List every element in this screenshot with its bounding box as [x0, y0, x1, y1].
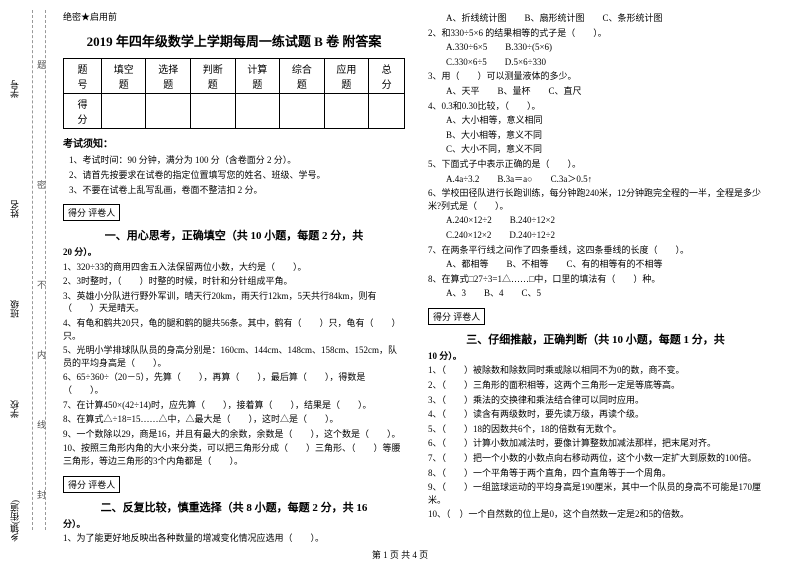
cell [235, 94, 280, 129]
q3-7: 7、（ ）把一个小数的小数点向右移动两位，这个小数一定扩大到原数的100倍。 [428, 452, 763, 465]
section3-title: 三、仔细推敲，正确判断（共 10 小题，每题 1 分，共 [428, 331, 763, 347]
notice-1: 1、考试时间：90 分钟，满分为 100 分（含卷面分 2 分）。 [69, 153, 405, 166]
cell [146, 94, 191, 129]
scorer-box-1: 得分 评卷人 [63, 204, 120, 221]
notice-3: 3、不要在试卷上乱写乱画，卷面不整洁扣 2 分。 [69, 183, 405, 196]
exam-title: 2019 年四年级数学上学期每周一练试题 B 卷 附答案 [63, 31, 405, 50]
col-fill: 填空题 [101, 59, 146, 94]
col-app: 应用题 [324, 59, 369, 94]
seal-mark-4: 密 [35, 180, 48, 189]
q2-8: 8、在算式□27÷3=1△……□中，口里的填法有（ ）种。 [428, 273, 763, 286]
q2-6b: C.240×12×2 D.240÷12÷2 [428, 229, 763, 242]
col-judge: 判断题 [191, 59, 236, 94]
q2-4a: A、大小相等，意义相同 [428, 114, 763, 127]
q1-6: 6、65÷360÷（20－5），先算（ ），再算（ ），最后算（ ），得数是（ … [63, 371, 405, 396]
q1-3: 3、英雄小分队进行野外军训，晴天行20km，雨天行12km，5天共行84km，则… [63, 290, 405, 315]
section1-tail: 20 分）。 [63, 246, 405, 259]
left-column: 绝密★启用前 2019 年四年级数学上学期每周一练试题 B 卷 附答案 题 号 … [55, 10, 413, 545]
col-total: 总分 [369, 59, 405, 94]
q2-2: 2、和330÷5×6 的结果相等的式子是（ ）。 [428, 27, 763, 40]
q3-4: 4、（ ）读含有两级数时，要先读万级，再读个级。 [428, 408, 763, 421]
field-name: 姓名 [8, 200, 21, 218]
row-label: 得 分 [64, 94, 102, 129]
cell [191, 94, 236, 129]
q1-1: 1、320÷33的商用四舍五入法保留两位小数，大约是（ ）。 [63, 261, 405, 274]
cell [101, 94, 146, 129]
cell [369, 94, 405, 129]
seal-mark-3: 不 [35, 280, 48, 289]
section3-tail: 10 分）。 [428, 350, 763, 363]
q3-10: 10、（ ）一个自然数的位上是0，这个自然数一定是2和5的倍数。 [428, 508, 763, 521]
section2-tail: 分）。 [63, 518, 405, 531]
scorer-box-2: 得分 评卷人 [63, 476, 120, 493]
q3-9: 9、（ ）一组篮球运动的平均身高是190厘米，其中一个队员的身高不可能是170厘… [428, 481, 763, 506]
q2-2b: C.330×6÷5 D.5×6÷330 [428, 56, 763, 69]
score-table: 题 号 填空题 选择题 判断题 计算题 综合题 应用题 总分 得 分 [63, 58, 405, 129]
notice-title: 考试须知： [63, 135, 405, 150]
q3-2: 2、（ ）三角形的面积相等，这两个三角形一定是等底等高。 [428, 379, 763, 392]
q1-8: 8、在算式△÷18=15……△中，△最大是（ ），这时△是（ ）。 [63, 413, 405, 426]
field-id: 学号 [8, 80, 21, 98]
right-column: A、折线统计图 B、扇形统计图 C、条形统计图 2、和330÷5×6 的结果相等… [413, 10, 771, 545]
q1-2: 2、3时整时，（ ）时整的时候，时针和分针组成平角。 [63, 275, 405, 288]
q1-4: 4、有龟和鹤共20只，龟的腿和鹤的腿共56条。其中，鹤有（ ）只，龟有（ ）只。 [63, 317, 405, 342]
q1-9: 9、一个数除以29，商是16，并且有最大的余数，余数是（ ），这个数是（ ）。 [63, 428, 405, 441]
scorer-box-3: 得分 评卷人 [428, 308, 485, 325]
q3-8: 8、（ ）一个平角等于两个直角，四个直角等于一个周角。 [428, 467, 763, 480]
binding-sidebar: 乡镇(街道) 学校 班级 姓名 学号 封 线 内 不 密 题 [0, 0, 55, 565]
q1-5: 5、光明小学排球队队员的身高分别是：160cm、144cm、148cm、158c… [63, 344, 405, 369]
q3-3: 3、（ ）乘法的交换律和乘法结合律可以同时应用。 [428, 394, 763, 407]
q2-5a: A.4a÷3.2 B.3a＝a○ C.3a＞0.5↑ [428, 173, 763, 186]
q2-1a: A、折线统计图 B、扇形统计图 C、条形统计图 [428, 12, 763, 25]
col-choice: 选择题 [146, 59, 191, 94]
field-class: 班级 [8, 300, 21, 318]
q3-6: 6、（ ）计算小数加减法时，要像计算整数加减法那样，把末尾对齐。 [428, 437, 763, 450]
q1-7: 7、在计算450×(42÷14)时，应先算（ ），接着算（ ），结果是（ ）。 [63, 399, 405, 412]
col-calc: 计算题 [235, 59, 280, 94]
score-value-row: 得 分 [64, 94, 405, 129]
fold-line-1 [32, 10, 33, 530]
field-school: 学校 [8, 400, 21, 418]
q2-2a: A.330÷6×5 B.330÷(5×6) [428, 41, 763, 54]
seal-mark-1: 线 [35, 420, 48, 429]
secret-label: 绝密★启用前 [63, 10, 405, 23]
col-num: 题 号 [64, 59, 102, 94]
q2-8a: A、3 B、4 C、5 [428, 287, 763, 300]
seal-mark-0: 封 [35, 490, 48, 499]
q2-6: 6、学校田径队进行长跑训练，每分钟跑240米，12分钟跑完全程的一半，全程是多少… [428, 187, 763, 212]
notice-2: 2、请首先按要求在试卷的指定位置填写您的姓名、班级、学号。 [69, 168, 405, 181]
q2-6a: A.240×12÷2 B.240÷12×2 [428, 214, 763, 227]
q1-10: 10、按照三角形内角的大小来分类，可以把三角形分成（ ）三角形、（ ）等腰三角形… [63, 442, 405, 467]
section2-title: 二、反复比较，慎重选择（共 8 小题，每题 2 分，共 16 [63, 499, 405, 515]
q2-7: 7、在两条平行线之间作了四条垂线，这四条垂线的长度（ ）。 [428, 244, 763, 257]
q2-3: 3、用（ ）可以测量液体的多少。 [428, 70, 763, 83]
q2-3a: A、天平 B、量杯 C、直尺 [428, 85, 763, 98]
page-footer: 第 1 页 共 4 页 [0, 548, 800, 561]
score-header-row: 题 号 填空题 选择题 判断题 计算题 综合题 应用题 总分 [64, 59, 405, 94]
q3-1: 1、（ ）被除数和除数同时乘或除以相同不为0的数，商不变。 [428, 364, 763, 377]
q2-1: 1、为了能更好地反映出各种数量的增减变化情况应选用（ ）。 [63, 532, 405, 545]
q2-4: 4、0.3和0.30比较，（ ）。 [428, 100, 763, 113]
seal-mark-2: 内 [35, 350, 48, 359]
fold-line-2 [45, 10, 46, 530]
page-body: 绝密★启用前 2019 年四年级数学上学期每周一练试题 B 卷 附答案 题 号 … [0, 0, 800, 545]
q3-5: 5、（ ）18的因数共6个，18的倍数有无数个。 [428, 423, 763, 436]
q2-4b: B、大小相等，意义不同 [428, 129, 763, 142]
q2-5: 5、下面式子中表示正确的是（ ）。 [428, 158, 763, 171]
section1-title: 一、用心思考，正确填空（共 10 小题，每题 2 分，共 [63, 227, 405, 243]
q2-7a: A、都相等 B、不相等 C、有的相等有的不相等 [428, 258, 763, 271]
cell [280, 94, 325, 129]
col-comp: 综合题 [280, 59, 325, 94]
seal-mark-5: 题 [35, 60, 48, 69]
cell [324, 94, 369, 129]
q2-4c: C、大小不同，意义不同 [428, 143, 763, 156]
field-township: 乡镇(街道) [8, 500, 21, 542]
